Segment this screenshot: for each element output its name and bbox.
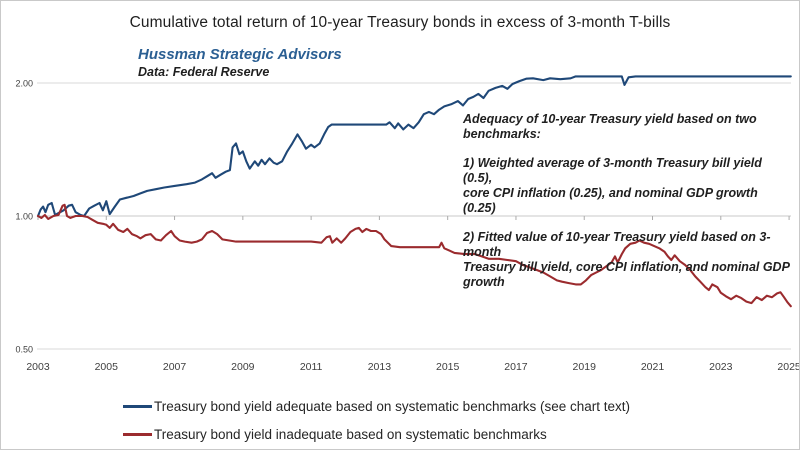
chart-title: Cumulative total return of 10-year Treas…	[129, 14, 671, 31]
legend-line-swatch-adequate	[123, 404, 152, 408]
brand-name: Hussman Strategic Advisors	[138, 46, 342, 63]
legend-label-inadequate: Treasury bond yield inadequate based on …	[154, 426, 547, 442]
x-axis-tick-label: 2005	[95, 361, 119, 373]
x-axis-tick-label: 2007	[163, 361, 187, 373]
legend-item-inadequate: Treasury bond yield inadequate based on …	[123, 425, 630, 443]
y-axis-tick-label: 1.00	[15, 212, 33, 222]
series-line-inadequate	[36, 203, 792, 308]
x-axis-tick-label: 2017	[504, 361, 528, 373]
data-source: Data: Federal Reserve	[138, 65, 270, 79]
annotation-heading: Adequacy of 10-year Treasury yield based…	[463, 112, 757, 141]
legend-line-swatch-inadequate	[123, 432, 152, 436]
chart-annotation: Adequacy of 10-year Treasury yield based…	[463, 112, 793, 290]
chart-legend: Treasury bond yield adequate based on sy…	[123, 397, 630, 449]
x-axis-tick-label: 2021	[641, 361, 665, 373]
plot-area: 2.00 1.00 0.50 2003 2005 2007 2009 2011 2013 2015…	[15, 75, 800, 373]
x-axis-tick-label: 2019	[573, 361, 597, 373]
legend-item-adequate: Treasury bond yield adequate based on sy…	[123, 397, 630, 415]
annotation-benchmark-2: 2) Fitted value of 10-year Treasury yiel…	[463, 230, 790, 289]
x-axis-tick-label: 2023	[709, 361, 733, 373]
x-axis-tick-label: 2011	[300, 361, 323, 373]
x-axis-tick-label: 2013	[368, 361, 392, 373]
y-axis-tick-label: 0.50	[15, 345, 33, 355]
legend-label-adequate: Treasury bond yield adequate based on sy…	[154, 398, 630, 414]
x-axis-tick-label: 2015	[436, 361, 460, 373]
x-axis-tick-label: 2003	[26, 361, 50, 373]
series-line-adequate	[36, 75, 792, 218]
x-axis-tick-label: 2025	[777, 361, 800, 373]
annotation-benchmark-1: 1) Weighted average of 3-month Treasury …	[463, 156, 762, 215]
x-axis-tick-label: 2009	[231, 361, 255, 373]
y-axis-tick-label: 2.00	[15, 79, 33, 89]
